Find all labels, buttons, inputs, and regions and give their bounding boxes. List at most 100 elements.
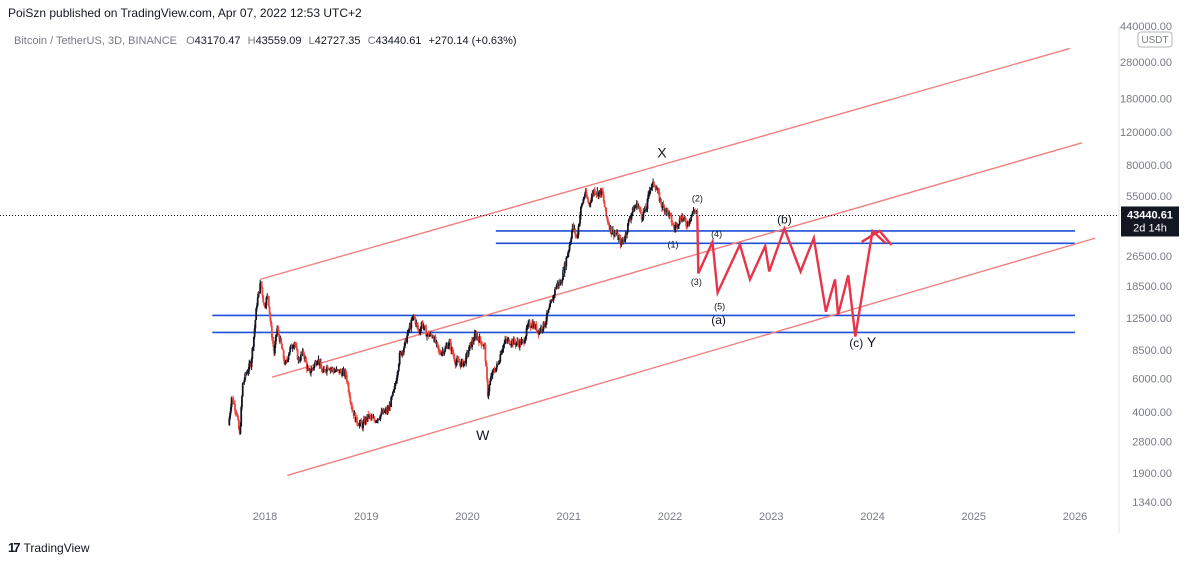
candle-body <box>413 315 416 319</box>
candle-body <box>506 339 509 342</box>
candle-body <box>316 361 319 364</box>
candle-body <box>379 414 382 419</box>
candle-body <box>673 225 675 229</box>
legend-low: 42727.35 <box>315 35 361 47</box>
candle-body <box>425 327 428 337</box>
candle-body <box>458 362 461 364</box>
candle-body <box>617 237 620 240</box>
price-chart[interactable]: X W (2) (1) (4) (3) (5) (b) (a) (c) Y 1340.00 1900.… <box>0 0 1200 533</box>
projection-path <box>696 215 893 337</box>
candle-body <box>426 335 428 337</box>
candle-body <box>682 215 684 220</box>
candle-body <box>490 376 492 381</box>
candle-body <box>694 210 697 212</box>
candle-body <box>397 364 400 371</box>
candle-body <box>356 416 358 424</box>
candle-body <box>257 292 260 298</box>
candle-body <box>471 340 474 348</box>
candle-body <box>690 216 692 221</box>
candle-body <box>283 358 286 364</box>
candle-body <box>281 343 283 350</box>
candle-body <box>284 362 287 364</box>
candle-body <box>528 322 531 328</box>
candle-body <box>635 206 637 208</box>
wave-label: (a) <box>711 313 726 327</box>
candle-body <box>575 234 577 236</box>
projection-zigzag <box>696 215 887 337</box>
candle-body <box>578 223 581 227</box>
candle-body <box>497 363 500 365</box>
candle-body <box>677 225 679 228</box>
candle-body <box>696 211 699 214</box>
candle-body <box>515 342 518 345</box>
candle-body <box>406 335 409 343</box>
candle-body <box>392 389 395 392</box>
candle-body <box>428 335 431 337</box>
candle-body <box>411 319 414 321</box>
candle-body <box>290 344 293 349</box>
candle-body <box>649 188 652 191</box>
candle-body <box>582 199 585 204</box>
candle-body <box>685 221 688 226</box>
time-tick-label: 2020 <box>455 511 479 523</box>
candle-body <box>672 224 675 226</box>
candle-body <box>324 369 327 372</box>
candle-body <box>456 358 459 361</box>
currency-badge[interactable]: USDT <box>1137 31 1173 48</box>
time-axis[interactable]: 2018 2019 2020 2021 2022 2023 2024 2025 2026 <box>253 511 1087 523</box>
candle-body <box>243 379 246 383</box>
candle-body <box>295 345 297 347</box>
candle-body <box>398 352 401 365</box>
candle-body <box>253 328 256 337</box>
candle-body <box>256 297 259 306</box>
candle-body <box>417 325 419 330</box>
candle-body <box>375 420 378 423</box>
candle-body <box>285 360 287 363</box>
candle-body <box>595 193 598 195</box>
price-axis[interactable]: 1340.00 1900.00 2800.00 4000.00 6000.00 8500.… <box>1120 21 1172 509</box>
candle-body <box>552 295 555 301</box>
candle-body <box>299 360 301 362</box>
candle-body <box>422 327 425 328</box>
candle-body <box>563 262 566 274</box>
candle-body <box>270 320 272 326</box>
legend-open: 43170.47 <box>195 35 241 47</box>
price-tick-label: 440000.00 <box>1120 21 1172 33</box>
candle-body <box>267 296 270 307</box>
candle-body <box>362 422 364 429</box>
candle-body <box>605 207 608 217</box>
wave-label: (2) <box>692 193 703 203</box>
candle-body <box>262 295 265 303</box>
candle-body <box>646 199 649 209</box>
candle-body <box>602 195 605 202</box>
last-price: 43440.61 <box>1127 209 1173 221</box>
candle-body <box>480 341 483 346</box>
candle-body <box>607 222 610 226</box>
candle-body <box>439 351 441 354</box>
candle-body <box>303 354 306 360</box>
tradingview-logo[interactable]: 17 TradingView <box>8 540 90 555</box>
candle-body <box>241 396 243 408</box>
candle-body <box>412 316 414 320</box>
last-price-label: 43440.61 2d 14h <box>1121 206 1179 237</box>
candle-body <box>296 349 299 360</box>
candle-body <box>230 397 233 408</box>
candle-body <box>378 418 381 420</box>
candle-body <box>645 208 648 210</box>
candle-body <box>686 221 689 227</box>
candle-body <box>431 335 434 338</box>
price-series <box>0 178 1119 436</box>
candle-body <box>231 397 234 399</box>
candle-body <box>460 361 463 367</box>
time-tick-label: 2021 <box>557 511 581 523</box>
candle-body <box>566 257 569 259</box>
candle-body <box>322 368 325 373</box>
candle-body <box>493 369 496 372</box>
candle-body <box>488 384 491 392</box>
candle-body <box>642 211 645 219</box>
candle-body <box>390 397 393 407</box>
candle-body <box>332 368 334 371</box>
candle-body <box>346 381 349 384</box>
candle-body <box>427 333 430 337</box>
candle-body <box>430 333 433 336</box>
